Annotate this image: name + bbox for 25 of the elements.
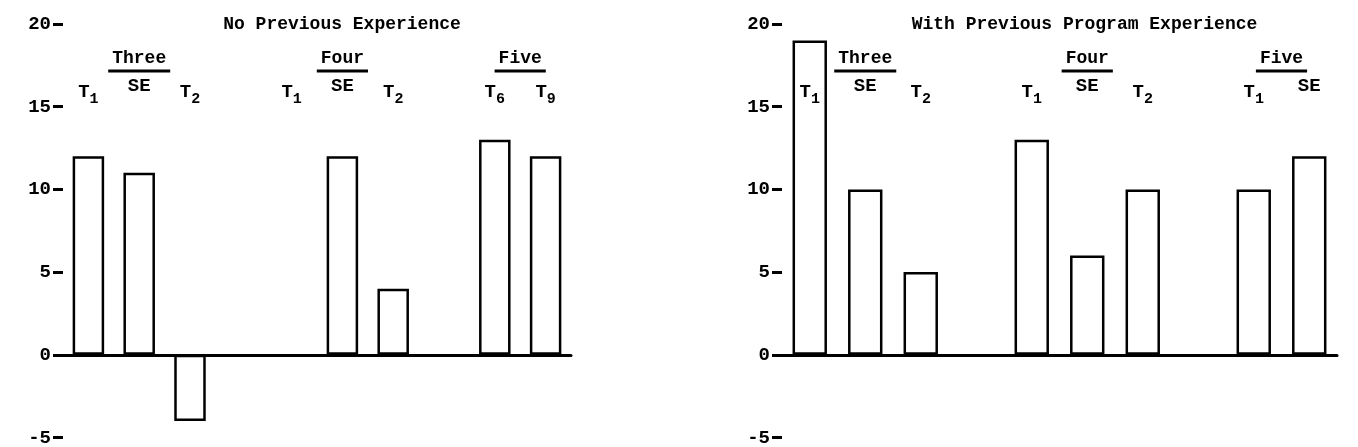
x-tick-label: SE bbox=[1297, 74, 1321, 97]
y-tick-label: 15 bbox=[747, 95, 770, 118]
y-tick-label: -5 bbox=[28, 426, 51, 447]
annotation: Three bbox=[112, 48, 167, 68]
y-tick-label: 20 bbox=[747, 13, 770, 35]
annotation: Three bbox=[838, 48, 893, 68]
y-tick-label: 20 bbox=[28, 13, 51, 35]
y-tick-label: -5 bbox=[747, 426, 770, 447]
y-tick-label: 0 bbox=[758, 343, 770, 366]
chart-title: No Previous Experience bbox=[223, 14, 461, 34]
x-tick-label: SE bbox=[330, 74, 354, 97]
y-tick-label: 10 bbox=[747, 178, 770, 201]
x-tick-label: SE bbox=[1075, 74, 1099, 97]
y-tick-label: 5 bbox=[39, 261, 51, 284]
annotation: Four bbox=[1065, 48, 1109, 68]
annotation: Five bbox=[1259, 48, 1304, 68]
y-tick-label: 0 bbox=[39, 343, 51, 366]
y-tick-label: 15 bbox=[28, 95, 51, 118]
x-tick-label: SE bbox=[127, 74, 151, 97]
y-tick-label: 10 bbox=[28, 178, 51, 201]
chart-title: With Previous Program Experience bbox=[911, 14, 1258, 34]
annotation: Five bbox=[498, 48, 542, 68]
x-tick-label: SE bbox=[853, 74, 877, 97]
annotation: Four bbox=[320, 48, 365, 68]
y-tick-label: 5 bbox=[758, 261, 770, 284]
